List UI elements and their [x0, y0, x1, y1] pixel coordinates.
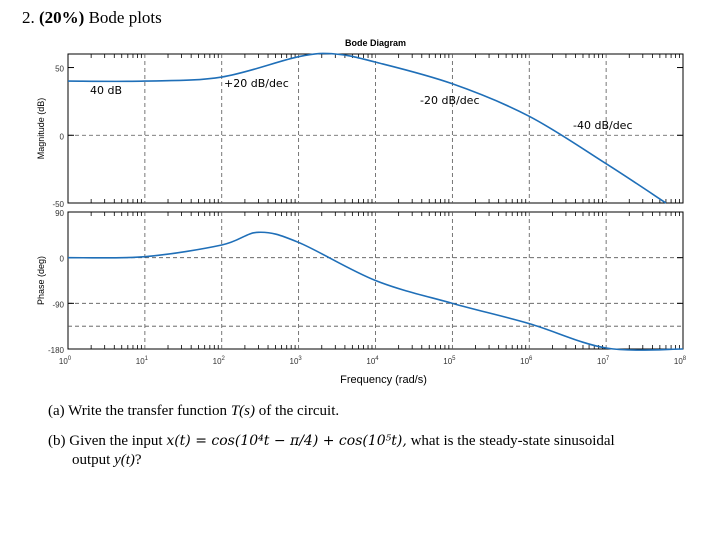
chart-title: Bode Diagram [345, 38, 406, 48]
phase-ytick-label: -180 [48, 346, 65, 355]
xtick-label: 106 [520, 356, 533, 366]
question-b-italic: y(t) [114, 452, 135, 468]
xtick-label: 101 [136, 356, 149, 366]
question-a-text: Write the transfer function [68, 403, 228, 419]
magnitude-ytick-label: 50 [55, 65, 64, 74]
question-a: (a) Write the transfer function T(s) of … [48, 402, 339, 421]
question-a-tail: of the circuit. [258, 403, 340, 419]
problem-number: 2. [22, 8, 35, 27]
problem-title: Bode plots [88, 8, 162, 27]
phase-ylabel: Phase (deg) [36, 256, 46, 305]
annotation-plus20: +20 dB/dec [224, 77, 289, 90]
question-b-line2: output y(t)? [72, 451, 142, 470]
xtick-label: 105 [443, 356, 456, 366]
xtick-label: 100 [59, 356, 72, 366]
xtick-label: 103 [290, 356, 303, 366]
question-b-output: output [72, 452, 111, 468]
question-b-text: Given the input [69, 433, 163, 449]
question-a-italic: T(s) [230, 403, 255, 419]
question-b-label: (b) [48, 433, 66, 449]
question-b-tail: what is the steady-state sinusoidal [410, 433, 615, 449]
phase-ytick-label: -90 [52, 300, 64, 309]
magnitude-ylabel: Magnitude (dB) [36, 98, 46, 160]
question-b: (b) Given the input x(t) = cos(10⁴t − π/… [48, 432, 615, 451]
question-b-end: ? [134, 452, 142, 468]
problem-weight: (20%) [39, 8, 85, 27]
phase-ytick-label: 90 [55, 209, 64, 218]
annotation-40db: 40 dB [90, 84, 122, 97]
magnitude-curve [67, 52, 667, 204]
magnitude-ytick-label: -50 [52, 200, 64, 209]
xtick-label: 102 [213, 356, 226, 366]
phase-ytick-label: 0 [60, 255, 65, 264]
xtick-label: 108 [674, 356, 687, 366]
annotation-minus40: -40 dB/dec [573, 119, 633, 132]
phase-curve [67, 231, 684, 351]
annotation-minus20: -20 dB/dec [420, 94, 480, 107]
question-b-math: x(t) = cos(10⁴t − π/4) + cos(10⁵t), [166, 433, 407, 449]
magnitude-ytick-label: 0 [60, 132, 65, 141]
problem-heading: 2. (20%) Bode plots [22, 8, 162, 28]
xtick-label: 107 [597, 356, 610, 366]
xtick-label: 104 [366, 356, 379, 366]
question-a-label: (a) [48, 403, 65, 419]
x-axis-label: Frequency (rad/s) [340, 374, 427, 386]
